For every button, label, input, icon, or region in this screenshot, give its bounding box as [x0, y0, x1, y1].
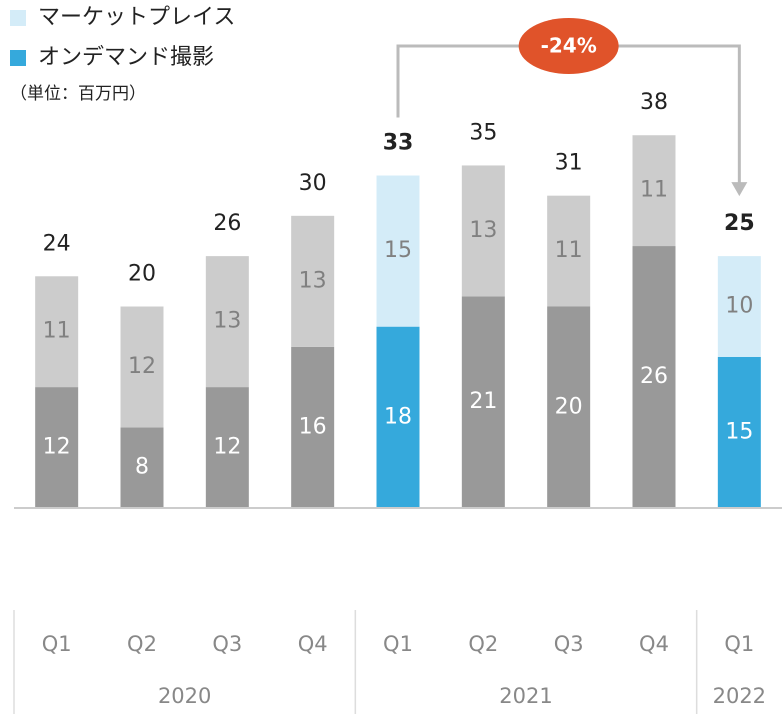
bar-segment	[120, 427, 164, 508]
segment-label: 13	[299, 268, 327, 293]
bar-segment	[461, 296, 505, 508]
bar-segment	[461, 165, 505, 297]
bar-segment	[717, 356, 761, 508]
bar-segment	[205, 387, 249, 508]
group-label: 2021	[499, 684, 552, 708]
bar-segment	[291, 346, 335, 508]
legend-swatch	[10, 10, 26, 26]
segment-label: 10	[725, 294, 753, 319]
segment-label: 13	[213, 309, 241, 334]
segment-label: 16	[299, 414, 327, 439]
x-tick-label: Q3	[554, 632, 584, 656]
segment-label: 18	[384, 404, 412, 429]
x-tick-label: Q2	[468, 632, 498, 656]
total-label: 38	[640, 90, 668, 115]
group-label: 2022	[713, 684, 766, 708]
segment-label: 15	[725, 419, 753, 444]
segment-label: 26	[640, 364, 668, 389]
bar-segment	[120, 306, 164, 428]
segment-label: 21	[469, 389, 497, 414]
legend-label: オンデマンド撮影	[38, 45, 214, 70]
segment-label: 12	[128, 354, 156, 379]
unit-note: （単位：百万円）	[10, 84, 146, 104]
segment-label: 8	[135, 455, 149, 480]
x-tick-label: Q2	[127, 632, 157, 656]
segment-label: 11	[43, 319, 71, 344]
bar-segment	[291, 215, 335, 347]
bar-segment	[632, 135, 676, 247]
x-tick-label: Q4	[639, 632, 669, 656]
annotation-badge	[518, 18, 619, 74]
segment-label: 12	[213, 435, 241, 460]
group-label: 2020	[158, 684, 211, 708]
segment-label: 20	[555, 394, 583, 419]
bar-segment	[35, 387, 79, 508]
x-tick-label: Q4	[298, 632, 328, 656]
bar-segment	[205, 256, 249, 388]
bar-segment	[632, 246, 676, 509]
x-tick-label: Q1	[383, 632, 413, 656]
total-label: 33	[383, 131, 414, 156]
segment-label: 11	[640, 178, 668, 203]
bar-segment	[547, 306, 591, 508]
x-tick-label: Q1	[724, 632, 754, 656]
bar-segment	[547, 195, 591, 307]
segment-label: 12	[43, 435, 71, 460]
legend-swatch	[10, 50, 26, 66]
segment-label: 15	[384, 238, 412, 263]
segment-label: 13	[469, 218, 497, 243]
total-label: 31	[555, 151, 583, 176]
total-label: 25	[724, 211, 755, 236]
total-label: 20	[128, 262, 156, 287]
total-label: 26	[213, 211, 241, 236]
total-label: 30	[299, 171, 327, 196]
annotation-label: -24%	[541, 34, 597, 58]
segment-label: 11	[555, 238, 583, 263]
total-label: 35	[469, 120, 497, 145]
legend-label: マーケットプレイス	[38, 5, 235, 30]
bar-segment	[35, 276, 79, 388]
x-tick-label: Q3	[212, 632, 242, 656]
bar-segment	[376, 326, 420, 508]
total-label: 24	[43, 231, 71, 256]
bar-segment	[376, 175, 420, 327]
bar-segment	[717, 256, 761, 357]
annotation-arrowhead	[731, 182, 748, 197]
x-tick-label: Q1	[42, 632, 72, 656]
